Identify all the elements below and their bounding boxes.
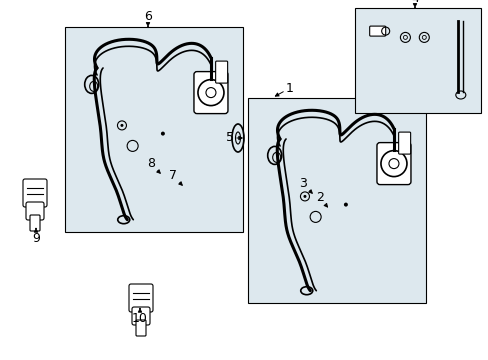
Text: 9: 9 [32, 229, 40, 244]
FancyBboxPatch shape [398, 132, 410, 154]
Bar [65, 27, 243, 232]
FancyBboxPatch shape [26, 202, 44, 220]
Circle shape [343, 203, 347, 207]
Text: 7: 7 [169, 170, 182, 185]
FancyBboxPatch shape [136, 320, 146, 336]
FancyBboxPatch shape [129, 284, 153, 312]
Bar [247, 98, 425, 303]
FancyBboxPatch shape [132, 307, 150, 325]
Circle shape [161, 132, 164, 136]
FancyBboxPatch shape [194, 72, 227, 114]
Text: 6: 6 [144, 10, 152, 26]
Text: 3: 3 [299, 177, 312, 193]
Circle shape [303, 195, 306, 198]
FancyBboxPatch shape [23, 179, 47, 207]
FancyBboxPatch shape [376, 143, 410, 185]
FancyBboxPatch shape [215, 61, 227, 83]
Text: 8: 8 [147, 157, 160, 173]
Text: 4: 4 [410, 0, 418, 8]
Bar [354, 8, 480, 113]
FancyBboxPatch shape [30, 215, 40, 231]
Text: 1: 1 [275, 81, 293, 96]
Text: 5: 5 [225, 131, 242, 144]
Text: 2: 2 [315, 192, 327, 207]
FancyBboxPatch shape [369, 26, 385, 36]
Circle shape [120, 124, 123, 127]
Text: 10: 10 [132, 309, 148, 324]
